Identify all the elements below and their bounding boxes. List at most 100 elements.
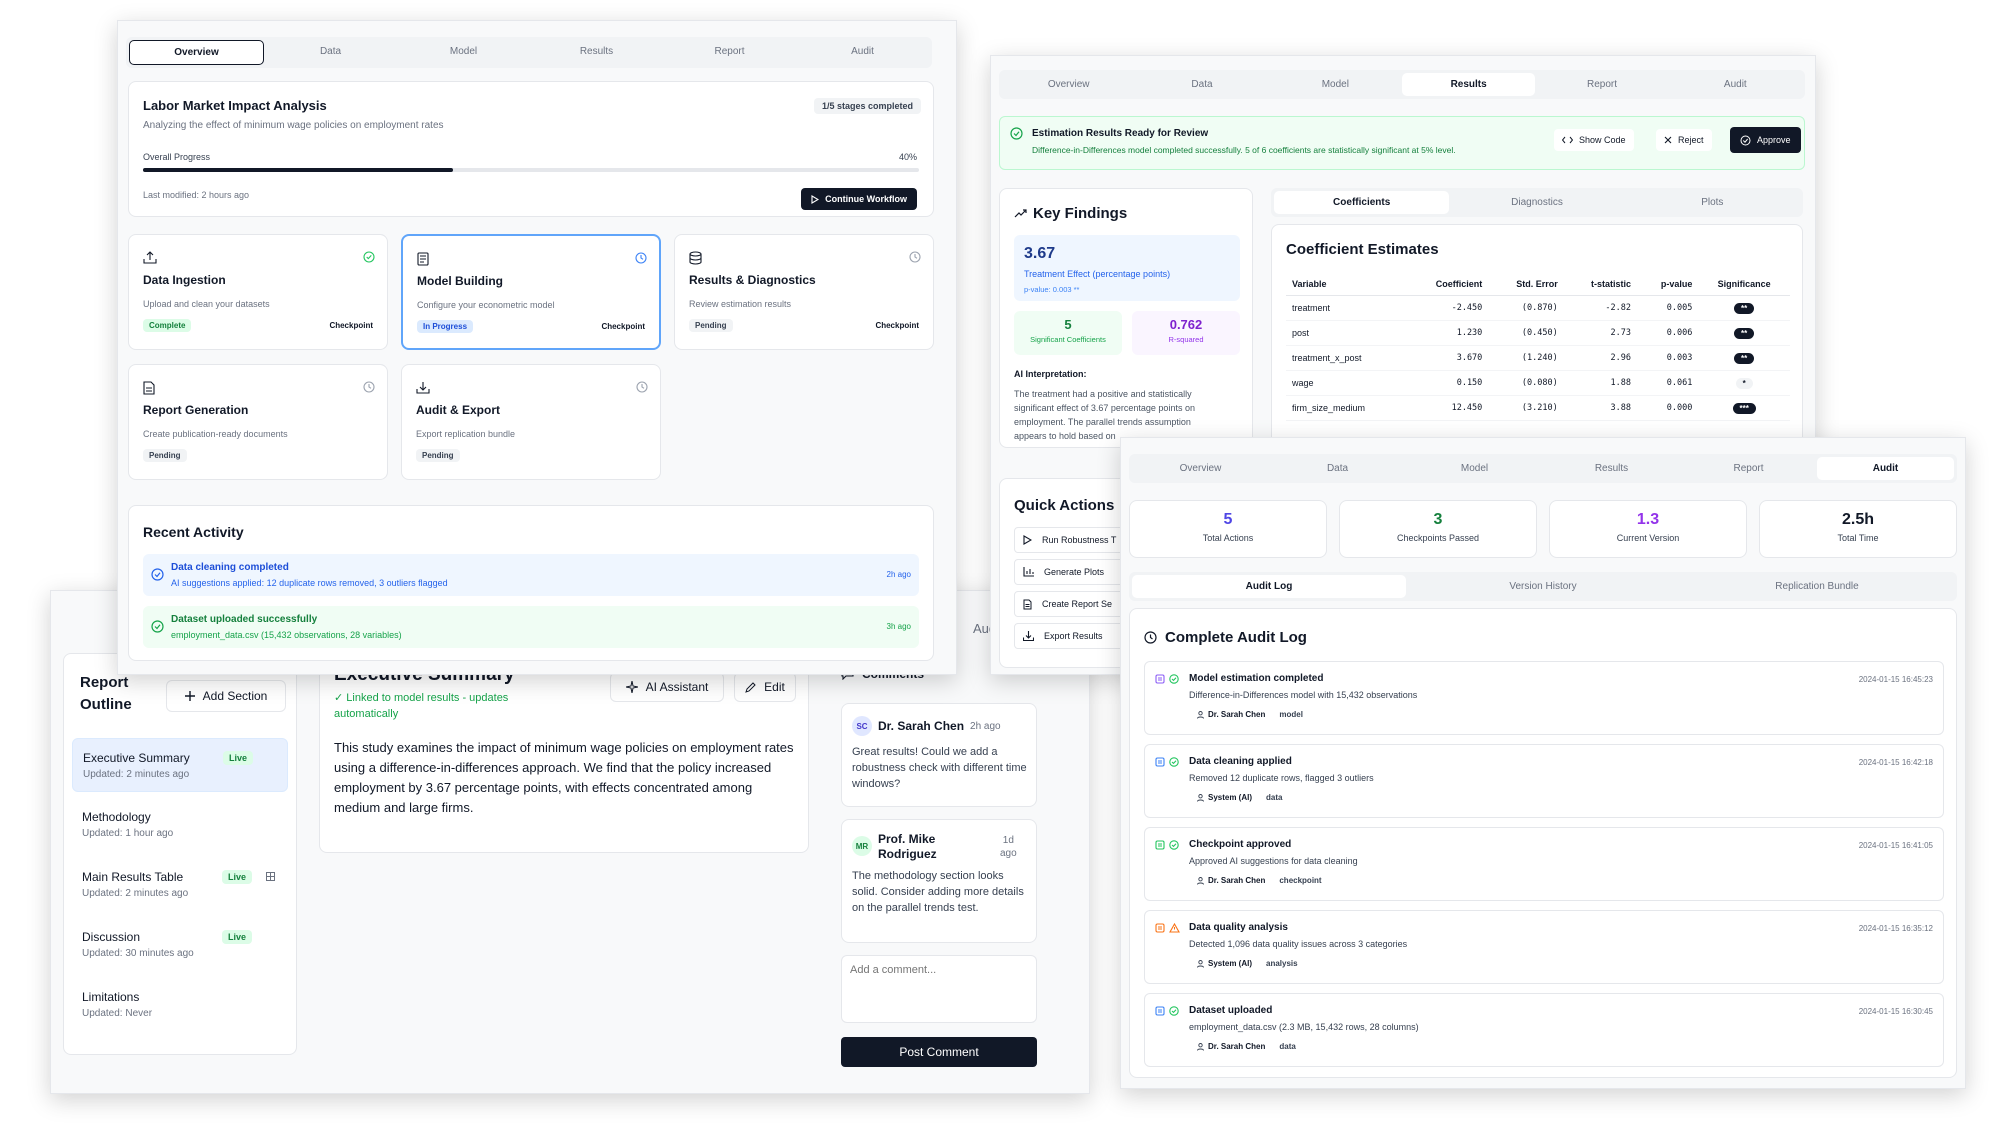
quick-action-label: Generate Plots: [1044, 567, 1105, 577]
check-circle-icon: [1169, 1006, 1179, 1016]
comment-input[interactable]: [841, 955, 1037, 1023]
outline-section-updated: Updated: 2 minutes ago: [82, 888, 189, 899]
tab-overview[interactable]: Overview: [1179, 463, 1222, 474]
significance-badge: ***: [1732, 402, 1756, 414]
outline-section-updated: Updated: 2 minutes ago: [83, 769, 190, 780]
tab-model[interactable]: Model: [449, 46, 478, 57]
table-cell: wage: [1286, 370, 1406, 396]
activity-item[interactable]: Dataset uploaded successfully employment…: [143, 606, 919, 648]
table-row: wage 0.150 (0.080) 1.88 0.061 *: [1286, 370, 1790, 396]
table-cell: 2.73: [1563, 320, 1638, 346]
stage-card-audit-export[interactable]: Audit & Export Export replication bundle P…: [401, 364, 661, 480]
tab-model[interactable]: Model: [1460, 463, 1489, 474]
tab-report[interactable]: Report: [1586, 79, 1617, 90]
tab-data[interactable]: Data: [319, 46, 342, 57]
stat-value: 2.5h: [1841, 511, 1874, 528]
outline-section-updated: Updated: 1 hour ago: [82, 828, 174, 839]
outline-section-methodology[interactable]: Methodology Updated: 1 hour ago: [72, 798, 288, 852]
outline-section-limitations[interactable]: Limitations Updated: Never: [72, 978, 288, 1032]
outline-section-updated: Updated: Never: [82, 1008, 153, 1019]
banner-title: Estimation Results Ready for Review: [1032, 128, 1209, 139]
activity-item[interactable]: Data cleaning completed AI suggestions a…: [143, 554, 919, 596]
ai-interpretation-title: AI Interpretation:: [1014, 369, 1087, 379]
audit-entry-title: Data quality analysis: [1189, 922, 1288, 933]
audit-entry-title: Dataset uploaded: [1189, 1005, 1273, 1016]
tab-overview[interactable]: Overview: [1047, 79, 1090, 90]
table-row: post 1.230 (0.450) 2.73 0.006 **: [1286, 320, 1790, 346]
audit-entry[interactable]: Checkpoint approved Approved AI suggestio…: [1144, 827, 1944, 901]
stage-status-badge: Pending: [143, 449, 187, 462]
audit-entry[interactable]: Data quality analysis Detected 1,096 data…: [1144, 910, 1944, 984]
stage-title: Model Building: [417, 274, 503, 288]
audit-entry-description: Detected 1,096 data quality issues acros…: [1189, 939, 1408, 949]
approve-button[interactable]: Approve: [1730, 127, 1801, 153]
tab-data[interactable]: Data: [1191, 79, 1213, 90]
tab-results[interactable]: Results: [1594, 463, 1629, 474]
upload-icon: [143, 251, 157, 264]
tab-audit[interactable]: Audit: [1723, 79, 1747, 90]
project-title: Labor Market Impact Analysis: [143, 98, 327, 113]
tab-audit-log[interactable]: Audit Log: [1132, 575, 1406, 598]
table-row: firm_size_medium 12.450 (3.210) 3.88 0.000 **…: [1286, 395, 1790, 421]
table-cell: 12.450: [1405, 395, 1489, 421]
coefficient-estimates-title: Coefficient Estimates: [1286, 241, 1439, 258]
tab-results[interactable]: Results: [579, 46, 614, 57]
key-findings-title: Key Findings: [1033, 205, 1128, 222]
audit-entry[interactable]: Model estimation completed Difference-in-…: [1144, 661, 1944, 735]
stage-card-results-diagnostics[interactable]: Results & Diagnostics Review estimation r…: [674, 234, 934, 350]
reject-button[interactable]: Reject: [1656, 129, 1712, 151]
entry-type-icon: [1155, 840, 1165, 850]
continue-workflow-button[interactable]: Continue Workflow: [801, 188, 917, 210]
audit-entry-meta: System (AI) analysis: [1197, 959, 1298, 968]
audit-log-title: Complete Audit Log: [1165, 629, 1307, 646]
post-comment-button[interactable]: Post Comment: [841, 1037, 1037, 1067]
outline-title-line1: Report: [80, 674, 129, 691]
outline-section-executive-summary[interactable]: Executive Summary Updated: 2 minutes ago L…: [72, 738, 288, 792]
audit-entry[interactable]: Dataset uploaded employment_data.csv (2.3…: [1144, 993, 1944, 1067]
editor-body-text[interactable]: This study examines the impact of minimu…: [334, 740, 794, 815]
table-cell: -2.450: [1405, 295, 1489, 321]
tab-model[interactable]: Model: [1321, 79, 1349, 90]
file-text-icon: [417, 252, 429, 266]
tab-replication-bundle[interactable]: Replication Bundle: [1775, 581, 1859, 592]
comment-author: Dr. Sarah Chen: [878, 719, 965, 733]
entry-type-icon: [1155, 923, 1165, 933]
audit-entry-tag: checkpoint: [1279, 876, 1322, 885]
main-tabs: Overview Data Model Results Report Audit: [1129, 454, 1957, 483]
avatar: MR: [852, 836, 872, 856]
tab-data[interactable]: Data: [1326, 463, 1349, 474]
audit-entry-user-name: Dr. Sarah Chen: [1208, 876, 1266, 885]
tab-plots[interactable]: Plots: [1701, 197, 1724, 208]
stat-value: 3: [1433, 511, 1443, 528]
outline-section-main-results-table[interactable]: Main Results Table Updated: 2 minutes ago…: [72, 858, 288, 912]
r-squared-label: R-squared: [1168, 335, 1204, 344]
edit-button[interactable]: Edit: [734, 672, 796, 702]
tab-version-history[interactable]: Version History: [1509, 581, 1577, 592]
significance-badge: **: [1734, 302, 1755, 314]
add-section-button[interactable]: Add Section: [166, 680, 286, 712]
tab-report[interactable]: Report: [1733, 463, 1764, 474]
stage-card-report-generation[interactable]: Report Generation Create publication-read…: [128, 364, 388, 480]
show-code-button[interactable]: Show Code: [1554, 129, 1634, 151]
audit-entry[interactable]: Data cleaning applied Removed 12 duplicat…: [1144, 744, 1944, 818]
tab-coefficients[interactable]: Coefficients: [1274, 191, 1450, 214]
main-tabs: Overview Data Model Results Report Audit: [999, 70, 1805, 99]
tab-report[interactable]: Report: [714, 46, 745, 57]
comment-time-line2: ago: [1000, 848, 1017, 859]
treatment-effect-pvalue: p-value: 0.003 **: [1024, 285, 1080, 294]
report-outline-panel: Report Outline Add Section Executive Sum…: [63, 653, 297, 1055]
stage-card-model-building[interactable]: Model Building Configure your econometric…: [401, 234, 661, 350]
trending-up-icon: [1014, 209, 1027, 218]
outline-section-discussion[interactable]: Discussion Updated: 30 minutes ago Live: [72, 918, 288, 972]
audit-entry-meta: Dr. Sarah Chen model: [1197, 710, 1303, 719]
tab-diagnostics[interactable]: Diagnostics: [1511, 197, 1563, 208]
tab-results[interactable]: Results: [1401, 73, 1536, 96]
tab-overview[interactable]: Overview: [129, 40, 264, 65]
tab-audit[interactable]: Audit: [1817, 457, 1954, 480]
pencil-icon: [745, 681, 756, 693]
tab-audit[interactable]: Audit: [851, 46, 874, 57]
editor-panel: Executive Summary ✓ Linked to model resu…: [319, 653, 809, 853]
ai-assistant-button[interactable]: AI Assistant: [610, 672, 724, 702]
stage-card-data-ingestion[interactable]: Data Ingestion Upload and clean your data…: [128, 234, 388, 350]
ai-assistant-label: AI Assistant: [645, 680, 709, 694]
